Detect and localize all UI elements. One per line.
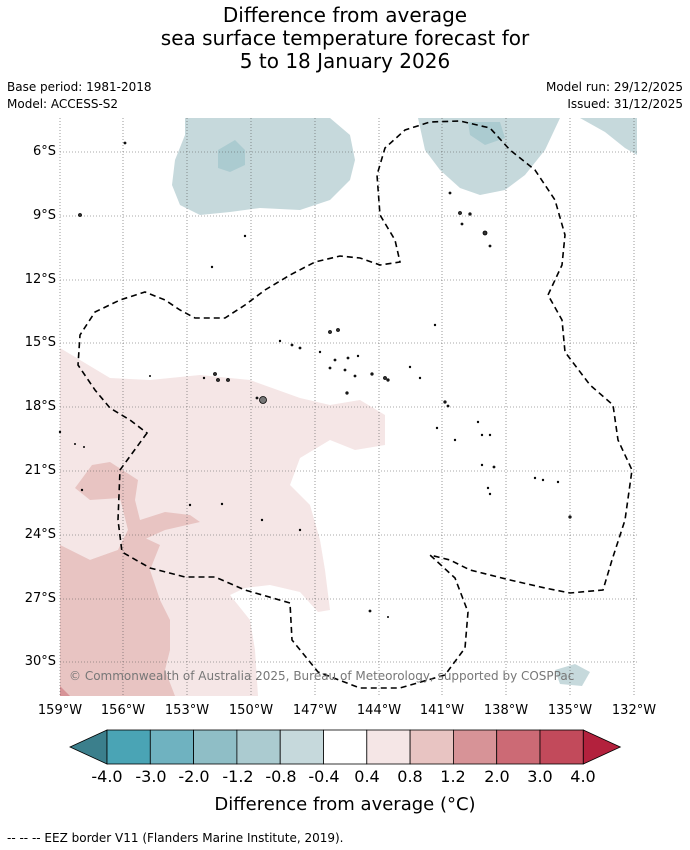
copyright-text: © Commonwealth of Australia 2025, Bureau…: [69, 669, 575, 683]
meta-left: Base period: 1981-2018 Model: ACCESS-S2: [7, 79, 152, 113]
colorbar-tick-label: 3.0: [527, 767, 553, 786]
model-text: Model: ACCESS-S2: [7, 97, 119, 111]
lat-label: 6°S: [32, 144, 56, 159]
colorbar-extend-low: [69, 729, 108, 765]
negative-anomaly-core-north: [218, 140, 245, 172]
lon-label: 141°W: [419, 703, 465, 718]
colorbar-tick-label: -0.8: [265, 767, 297, 786]
title-line-2: sea surface temperature forecast for: [160, 26, 530, 50]
colorbar-segment: [279, 729, 324, 765]
colorbar-segment: [452, 729, 498, 765]
colorbar-segment: [409, 729, 454, 765]
colorbar-segment: [539, 729, 584, 765]
colorbar-tick-label: -1.2: [222, 767, 254, 786]
colorbar-tick-label: -2.0: [178, 767, 210, 786]
colorbar-segment: [366, 729, 411, 765]
eez-legend-text: -- -- -- EEZ border V11 (Flanders Marine…: [7, 831, 344, 845]
colorbar-tick-label: -4.0: [91, 767, 123, 786]
lat-label: 24°S: [24, 527, 56, 542]
map-area: [58, 118, 637, 696]
lon-label: 135°W: [547, 703, 593, 718]
issued-text: Issued: 31/12/2025: [567, 97, 683, 111]
lon-label: 147°W: [292, 703, 338, 718]
colorbar-segment: [236, 729, 281, 765]
negative-anomaly-core-northeast: [468, 122, 505, 145]
colorbar-title: Difference from average (°C): [214, 794, 476, 815]
lat-label: 27°S: [24, 591, 56, 606]
colorbar-segment: [193, 729, 238, 765]
lon-label: 150°W: [228, 703, 274, 718]
colorbar-tick-label: -0.4: [308, 767, 340, 786]
lon-label: 138°W: [483, 703, 529, 718]
lat-label: 30°S: [24, 654, 56, 669]
eez-border: [77, 120, 633, 689]
lat-label: 12°S: [24, 272, 56, 287]
meta-right: Model run: 29/12/2025 Issued: 31/12/2025: [546, 79, 683, 113]
colorbar-extend-high: [582, 729, 622, 765]
colorbar-tick-label: 0.4: [354, 767, 380, 786]
lat-label: 9°S: [32, 208, 56, 223]
base-period-text: Base period: 1981-2018: [7, 80, 152, 94]
colorbar: [69, 729, 622, 765]
lon-label: 153°W: [164, 703, 210, 718]
lon-label: 144°W: [356, 703, 402, 718]
colorbar-segment: [106, 729, 151, 765]
negative-anomaly-region-north: [172, 118, 355, 215]
title-line-1: Difference from average: [222, 3, 468, 27]
colorbar-segment: [149, 729, 195, 765]
lon-label: 156°W: [100, 703, 146, 718]
title-line-3: 5 to 18 January 2026: [239, 49, 451, 73]
colorbar-tick-label: -3.0: [135, 767, 167, 786]
colorbar-segment: [323, 729, 368, 765]
lat-label: 18°S: [24, 399, 56, 414]
positive-anomaly-corner: [60, 686, 70, 696]
positive-anomaly-southwest: [60, 530, 175, 696]
positive-anomaly-mid-region: [60, 462, 200, 575]
colorbar-tick-label: 4.0: [570, 767, 596, 786]
negative-anomaly-region-northeast: [418, 118, 560, 195]
model-run-text: Model run: 29/12/2025: [545, 80, 683, 94]
lon-label: 159°W: [37, 703, 83, 718]
lon-label: 132°W: [611, 703, 657, 718]
gridlines: [59, 118, 637, 696]
colorbar-tick-label: 1.2: [440, 767, 466, 786]
colorbar-tick-label: 2.0: [484, 767, 510, 786]
negative-anomaly-southeast: [555, 664, 590, 686]
lat-label: 21°S: [24, 463, 56, 478]
negative-anomaly-region-ne-corner: [580, 118, 637, 155]
islands: [58, 141, 572, 619]
lat-label: 15°S: [24, 335, 56, 350]
colorbar-segment: [496, 729, 541, 765]
colorbar-tick-label: 0.8: [397, 767, 423, 786]
